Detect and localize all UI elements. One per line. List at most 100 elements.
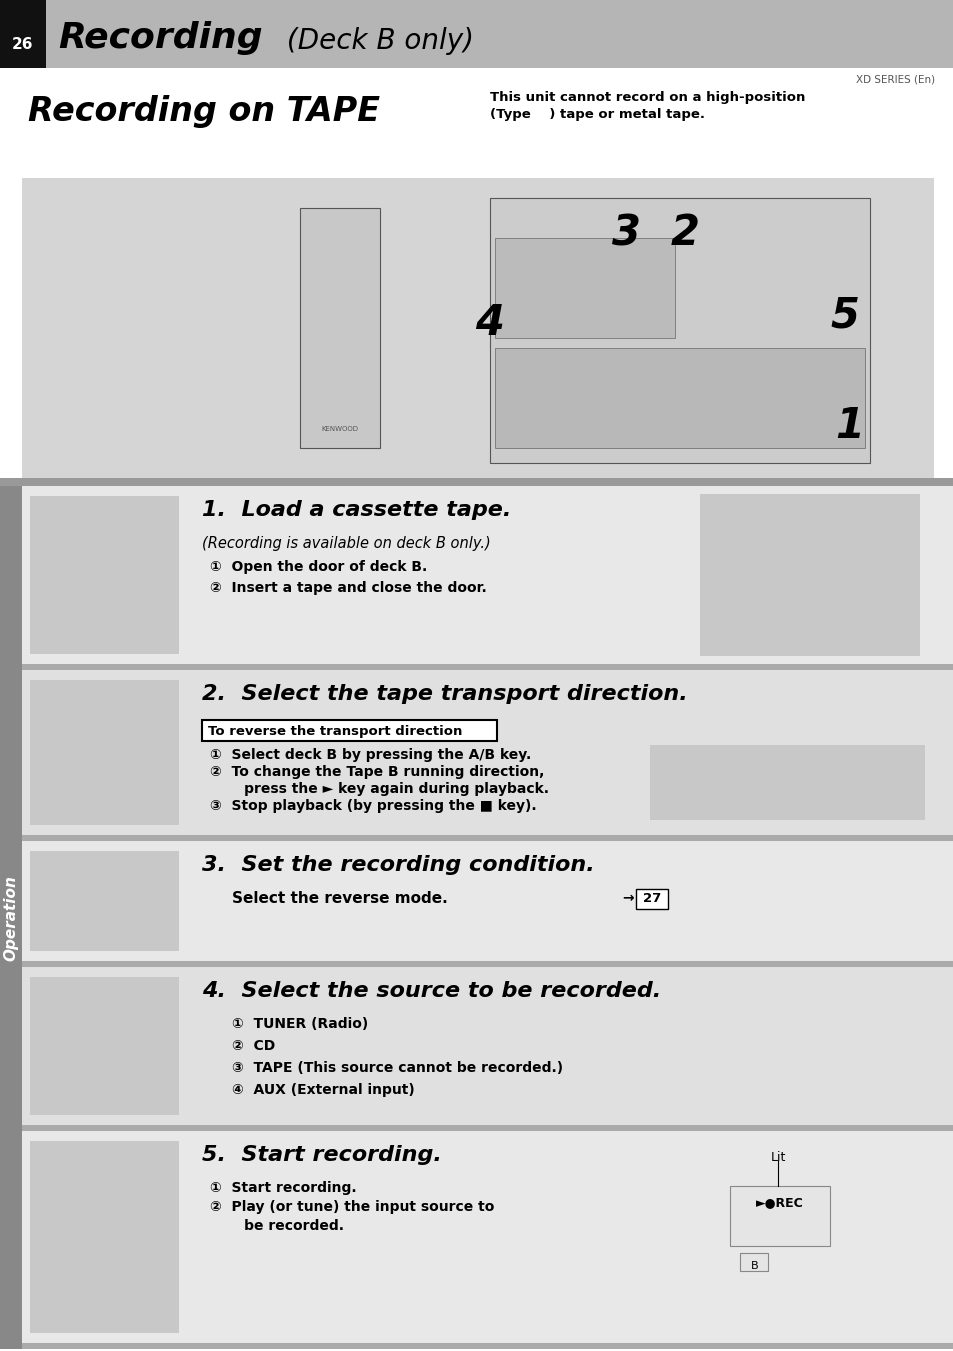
Text: ►●REC: ►●REC [756,1197,803,1209]
Text: (Recording is available on deck B only.): (Recording is available on deck B only.) [202,536,490,551]
Bar [0,0,953,68]
Text: Recording on TAPE: Recording on TAPE [28,96,379,128]
Bar [495,349,864,449]
Bar [332,249,346,259]
Text: XD SERIES (En): XD SERIES (En) [855,76,934,85]
Bar [299,208,379,449]
Bar [22,961,953,967]
Text: KENWOOD: KENWOOD [321,426,358,432]
Bar [352,284,366,296]
Bar [312,374,326,386]
Bar [22,663,953,670]
Text: ③  TAPE (This source cannot be recorded.): ③ TAPE (This source cannot be recorded.) [232,1061,562,1075]
Bar [0,478,953,490]
Text: 26: 26 [12,36,33,51]
Text: 1: 1 [835,405,863,447]
Text: ①  Open the door of deck B.: ① Open the door of deck B. [210,561,427,574]
Bar [30,680,179,825]
Bar [22,835,953,842]
Bar [352,266,366,278]
Bar [0,1350,953,1351]
Bar [22,670,953,835]
Text: ③  Stop playback (by pressing the ■ key).: ③ Stop playback (by pressing the ■ key). [210,798,536,813]
Text: ②  Play (or tune) the input source to: ② Play (or tune) the input source to [210,1200,494,1215]
Text: →: → [621,892,633,905]
Bar [332,338,346,350]
Bar [352,357,366,367]
Bar [312,392,326,404]
Bar [299,208,379,449]
Bar [332,320,346,332]
Bar [332,392,346,404]
Bar [0,486,22,1351]
Bar [0,0,46,68]
Bar [352,392,366,404]
Bar [22,1343,953,1350]
Bar [352,303,366,313]
Text: ④  AUX (External input): ④ AUX (External input) [232,1084,415,1097]
Bar [352,249,366,259]
Text: 4.  Select the source to be recorded.: 4. Select the source to be recorded. [202,981,660,1001]
Bar [495,238,675,338]
Text: 1.  Load a cassette tape.: 1. Load a cassette tape. [202,500,511,520]
Text: Recording: Recording [58,22,262,55]
Text: B: B [750,1260,758,1271]
Text: Operation: Operation [4,875,18,961]
Text: 3.  Set the recording condition.: 3. Set the recording condition. [202,855,594,875]
Text: 5: 5 [830,295,859,336]
Text: press the ► key again during playback.: press the ► key again during playback. [210,782,548,796]
Bar [649,744,924,820]
Bar [700,494,919,657]
Bar [684,232,814,343]
Bar [332,266,346,278]
Bar [30,1142,179,1333]
Text: ②  CD: ② CD [232,1039,275,1052]
Bar [729,1186,829,1246]
Bar [332,284,346,296]
Bar [30,496,179,654]
Bar [22,486,953,663]
Bar [312,357,326,367]
Text: ①  TUNER (Radio): ① TUNER (Radio) [232,1017,368,1031]
Bar [352,374,366,386]
Bar [495,349,864,449]
Bar [490,199,869,463]
Bar [22,967,953,1125]
Bar [636,889,667,909]
Bar [312,284,326,296]
Text: 2.  Select the tape transport direction.: 2. Select the tape transport direction. [202,684,687,704]
Text: ②  Insert a tape and close the door.: ② Insert a tape and close the door. [210,581,486,594]
Bar [312,303,326,313]
Bar [312,249,326,259]
Bar [740,1252,767,1271]
Text: To reverse the transport direction: To reverse the transport direction [208,724,462,738]
Bar [22,842,953,961]
Bar [22,1125,953,1131]
Bar [30,851,179,951]
Text: (Type    ) tape or metal tape.: (Type ) tape or metal tape. [490,108,704,122]
Text: ②  To change the Tape B running direction,: ② To change the Tape B running direction… [210,765,544,780]
Text: 27: 27 [642,893,660,905]
Text: ①  Start recording.: ① Start recording. [210,1181,356,1196]
Bar [22,178,933,478]
Bar [495,203,864,232]
Bar [30,977,179,1115]
Text: Select the reverse mode.: Select the reverse mode. [232,892,447,907]
Bar [332,357,346,367]
Bar [202,720,497,740]
Bar [332,303,346,313]
Text: ①  Select deck B by pressing the A/B key.: ① Select deck B by pressing the A/B key. [210,748,531,762]
Bar [0,68,953,178]
Bar [352,338,366,350]
Text: 3: 3 [612,212,640,254]
Bar [490,199,869,463]
Bar [332,374,346,386]
Bar [312,223,368,236]
Text: 2: 2 [670,212,699,254]
Bar [312,338,326,350]
Bar [495,238,675,338]
Text: 5.  Start recording.: 5. Start recording. [202,1146,441,1165]
Text: 4: 4 [475,303,504,345]
Bar [22,1131,953,1343]
Text: be recorded.: be recorded. [210,1219,344,1233]
